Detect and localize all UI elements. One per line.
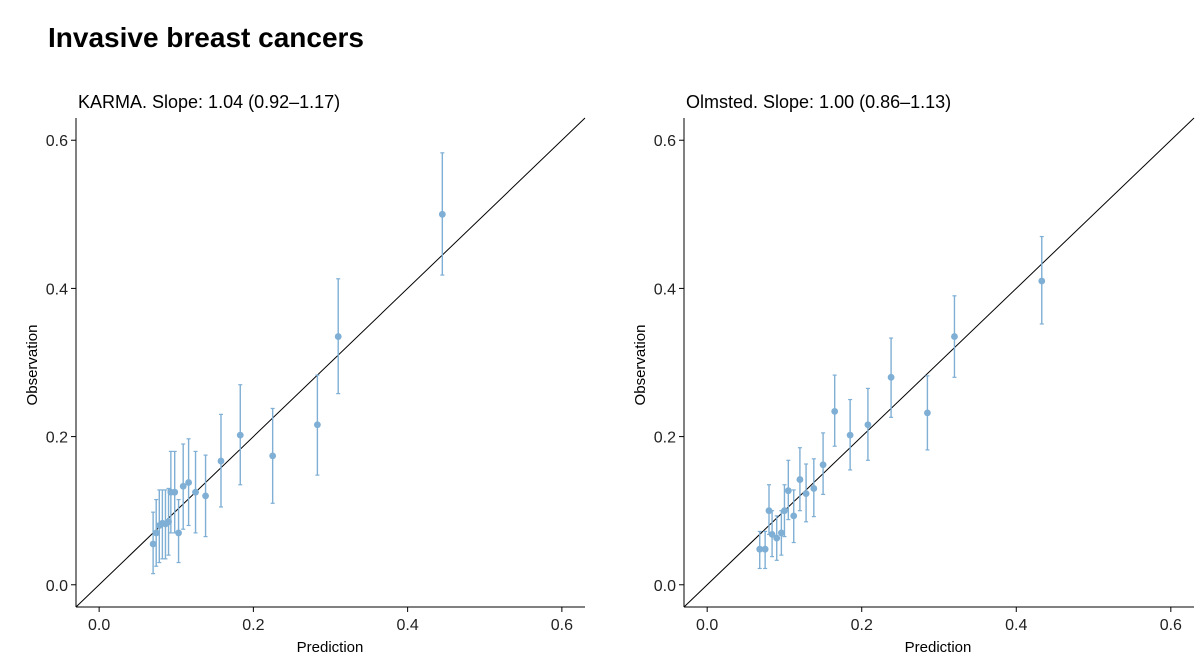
data-point xyxy=(438,210,446,218)
data-point xyxy=(784,487,792,495)
data-point xyxy=(269,452,277,460)
x-tick-label: 0.4 xyxy=(396,617,418,634)
karma-calibration-chart: KARMA. Slope: 1.04 (0.92–1.17) Predictio… xyxy=(24,92,586,656)
identity-line xyxy=(75,117,586,608)
data-point xyxy=(864,421,872,429)
axes: 0.0 0.2 0.4 0.6 0.0 0.2 0.4 0.6 xyxy=(654,118,1194,634)
x-axis-label: Prediction xyxy=(905,639,972,656)
data-point xyxy=(761,545,769,553)
data-point xyxy=(810,485,818,492)
y-tick-label: 0.0 xyxy=(46,578,68,595)
y-axis-label: Observation xyxy=(24,325,41,406)
x-tick-label: 0.2 xyxy=(851,617,873,634)
data-point xyxy=(756,545,764,553)
chart-title: KARMA. Slope: 1.04 (0.92–1.17) xyxy=(78,92,340,112)
y-tick-label: 0.2 xyxy=(46,430,68,447)
data-point xyxy=(236,431,244,439)
data-point xyxy=(171,488,179,496)
data-point xyxy=(831,408,839,415)
reference-line xyxy=(683,117,1195,608)
x-tick-label: 0.2 xyxy=(242,617,264,634)
data-point xyxy=(765,507,773,515)
x-axis-label: Prediction xyxy=(297,639,364,656)
y-tick-label: 0.6 xyxy=(46,133,68,150)
data-point xyxy=(887,373,895,381)
data-point xyxy=(773,534,781,542)
data-points xyxy=(149,152,446,575)
page-title: Invasive breast cancers xyxy=(48,22,364,53)
data-point xyxy=(313,421,321,429)
x-tick-label: 0.6 xyxy=(1160,617,1182,634)
data-point xyxy=(192,488,199,496)
data-point xyxy=(175,529,182,537)
y-tick-label: 0.4 xyxy=(46,281,68,298)
olmsted-calibration-chart: Olmsted. Slope: 1.00 (0.86–1.13) Predict… xyxy=(632,92,1195,656)
data-point xyxy=(951,333,958,340)
y-axis-label: Observation xyxy=(632,325,649,406)
data-point xyxy=(1038,277,1046,285)
data-point xyxy=(334,333,342,340)
data-point xyxy=(202,492,209,500)
y-tick-label: 0.6 xyxy=(654,133,676,150)
y-tick-label: 0.4 xyxy=(654,281,676,298)
data-point xyxy=(777,529,785,537)
x-tick-label: 0.4 xyxy=(1005,617,1027,634)
data-points xyxy=(756,235,1046,570)
y-tick-label: 0.2 xyxy=(654,430,676,447)
data-point xyxy=(179,482,187,490)
data-point xyxy=(185,479,192,486)
data-point xyxy=(846,431,854,439)
data-point xyxy=(152,529,160,537)
data-point xyxy=(924,409,931,417)
x-tick-label: 0.0 xyxy=(696,617,718,634)
y-tick-label: 0.0 xyxy=(654,578,676,595)
data-point xyxy=(768,530,776,538)
x-tick-label: 0.0 xyxy=(88,617,110,634)
identity-line xyxy=(683,117,1195,608)
chart-title: Olmsted. Slope: 1.00 (0.86–1.13) xyxy=(686,92,951,112)
data-point xyxy=(781,507,788,515)
data-point xyxy=(796,476,804,483)
reference-line xyxy=(75,117,586,608)
data-point xyxy=(790,512,798,520)
data-point xyxy=(217,457,225,465)
data-point xyxy=(149,540,157,548)
x-tick-label: 0.6 xyxy=(551,617,573,634)
data-point xyxy=(802,490,810,498)
data-point xyxy=(819,461,827,469)
axes: 0.0 0.2 0.4 0.6 0.0 0.2 0.4 0.6 xyxy=(46,118,585,634)
